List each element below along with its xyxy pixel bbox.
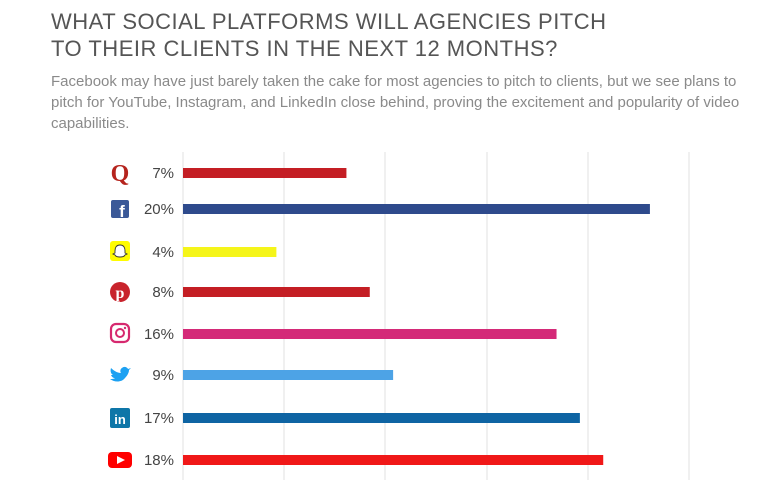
svg-text:p: p	[116, 285, 125, 302]
chart-title-line-1: WHAT SOCIAL PLATFORMS WILL AGENCIES PITC…	[51, 9, 607, 34]
bar-twitter	[183, 370, 394, 380]
value-label-quora: 7%	[152, 165, 174, 182]
bar-snapchat	[183, 247, 277, 257]
instagram-icon	[109, 322, 131, 344]
value-label-twitter: 9%	[152, 367, 174, 384]
value-label-youtube: 18%	[144, 452, 174, 469]
chart-subtitle: Facebook may have just barely taken the …	[51, 73, 740, 132]
svg-text:in: in	[114, 412, 126, 427]
chart-grid	[182, 152, 690, 480]
bar-quora	[183, 168, 347, 178]
bar-pinterest	[183, 287, 370, 297]
value-label-instagram: 16%	[144, 326, 174, 343]
value-label-facebook: 20%	[144, 201, 174, 218]
bar-youtube	[183, 455, 604, 465]
youtube-icon	[108, 452, 132, 468]
twitter-icon	[110, 366, 131, 382]
bar-linkedin	[183, 413, 580, 423]
chart-value-labels: 7% 20% 4% 8% 16% 9% 17% 18%	[144, 165, 174, 469]
value-label-linkedin: 17%	[144, 410, 174, 427]
chart-platform-icons: Q f p in	[108, 161, 132, 468]
bar-instagram	[183, 329, 557, 339]
chart-title: WHAT SOCIAL PLATFORMS WILL AGENCIES PITC…	[51, 8, 731, 62]
quora-icon: Q	[111, 161, 130, 187]
bar-facebook	[183, 204, 650, 214]
chart-title-line-2: TO THEIR CLIENTS IN THE NEXT 12 MONTHS?	[51, 36, 558, 61]
linkedin-icon: in	[110, 408, 130, 428]
svg-text:f: f	[119, 202, 125, 221]
pinterest-icon: p	[110, 282, 130, 302]
value-label-snapchat: 4%	[152, 244, 174, 261]
snapchat-icon	[110, 241, 130, 261]
chart-bars	[183, 168, 650, 465]
value-label-pinterest: 8%	[152, 284, 174, 301]
facebook-icon: f	[111, 200, 129, 221]
svg-text:Q: Q	[111, 161, 130, 187]
